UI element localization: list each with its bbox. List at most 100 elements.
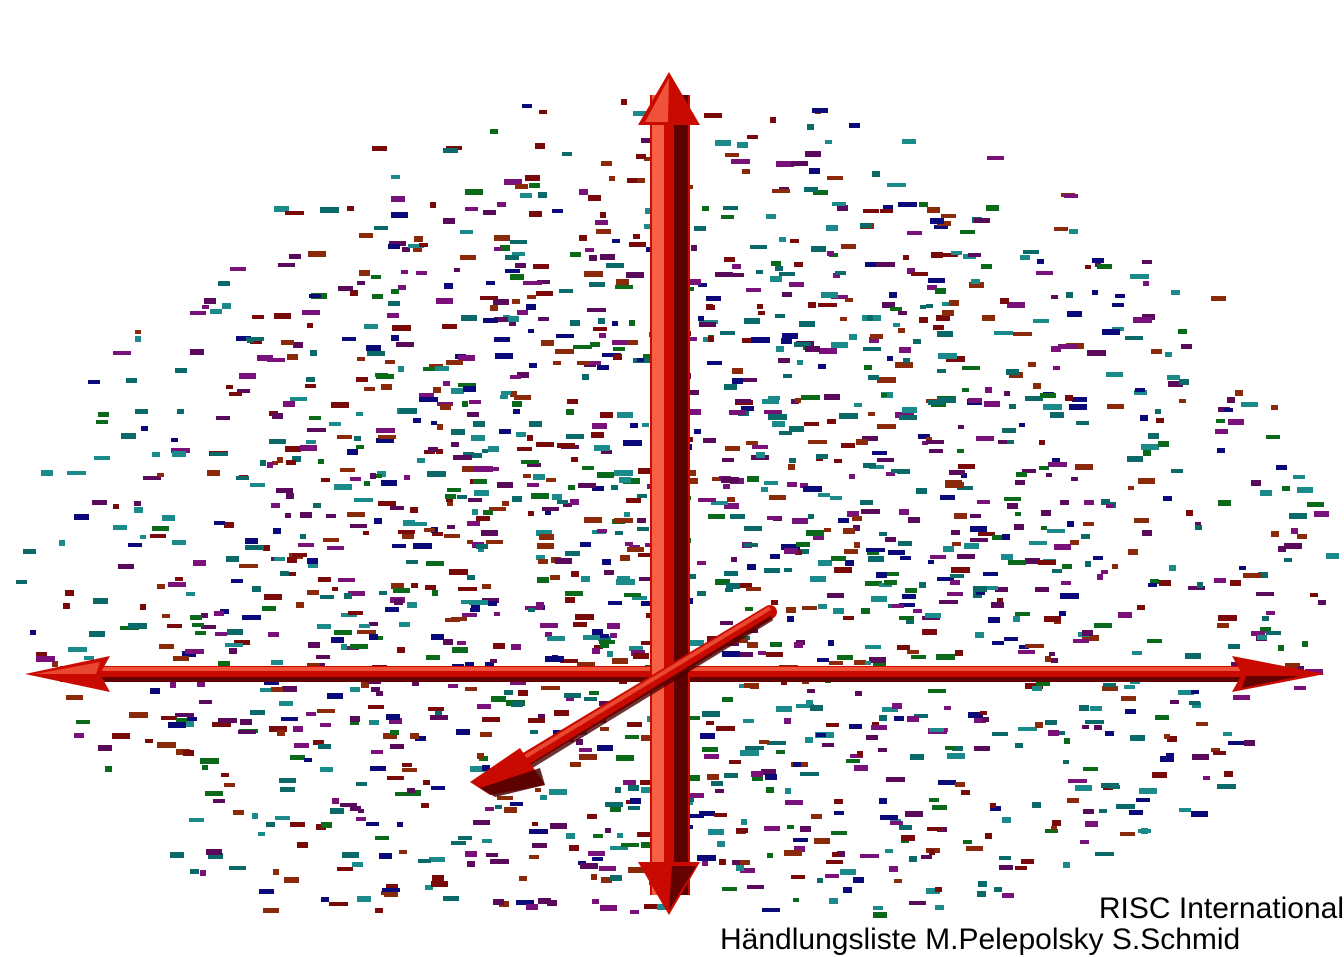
scatter-dash: [587, 308, 606, 312]
scatter-dash: [162, 614, 170, 618]
scatter-dash: [899, 825, 912, 830]
scatter-dash: [431, 786, 445, 790]
scatter-dash: [638, 468, 656, 474]
scatter-dash: [537, 280, 550, 284]
scatter-dash: [430, 715, 448, 720]
scatter-dash: [300, 445, 317, 451]
scatter-dash: [610, 875, 622, 881]
scatter-dash: [869, 657, 886, 663]
scatter-dash: [973, 586, 987, 592]
scatter-dash: [465, 662, 474, 667]
scatter-dash: [1139, 788, 1157, 794]
scatter-dash: [877, 458, 894, 462]
scatter-dash: [214, 521, 225, 525]
scatter-dash: [729, 760, 741, 764]
scatter-dash: [863, 463, 876, 468]
scatter-dash: [910, 754, 924, 760]
scatter-dash: [467, 861, 475, 867]
scatter-dash: [1260, 627, 1271, 633]
scatter-dash: [267, 462, 273, 468]
scatter-dash: [390, 730, 399, 735]
scatter-dash: [806, 530, 824, 536]
scatter-dash: [554, 710, 569, 716]
scatter-dash: [810, 705, 823, 711]
scatter-dash: [613, 347, 625, 351]
scatter-dash: [1143, 450, 1151, 456]
scatter-dash: [977, 500, 990, 504]
scatter-dash: [958, 464, 975, 469]
scatter-dash: [1294, 686, 1306, 690]
scatter-dash: [810, 576, 826, 582]
scatter-dash: [338, 286, 353, 291]
scatter-dash: [318, 459, 324, 464]
scatter-dash: [192, 623, 204, 627]
scatter-dash: [453, 455, 472, 460]
scatter-dash: [454, 268, 460, 272]
scatter-dash: [698, 283, 707, 287]
scatter-dash: [928, 630, 937, 635]
scatter-dash: [369, 720, 379, 725]
scatter-dash: [426, 655, 440, 660]
scatter-dash: [822, 743, 834, 747]
scatter-dash: [937, 331, 953, 337]
scatter-dash: [271, 687, 283, 692]
scatter-dash: [1120, 832, 1135, 836]
scatter-dash: [1023, 250, 1039, 254]
scatter-dash: [711, 781, 723, 786]
scatter-dash: [563, 503, 572, 507]
scatter-dash: [474, 466, 493, 472]
scatter-dash: [366, 345, 381, 351]
scatter-dash: [460, 230, 473, 234]
scatter-dash: [1083, 522, 1094, 526]
scatter-dash: [445, 494, 456, 499]
scatter-dash: [796, 704, 814, 708]
scatter-dash: [630, 423, 638, 428]
scatter-dash: [884, 580, 897, 585]
scatter-dash: [632, 596, 647, 600]
scatter-dash: [787, 825, 794, 829]
scatter-dash: [1018, 650, 1035, 654]
scatter-dash: [535, 143, 545, 149]
scatter-dash: [860, 854, 879, 858]
scatter-dash: [239, 564, 258, 568]
scatter-dash: [590, 342, 600, 347]
scatter-dash: [845, 298, 853, 302]
scatter-dash: [628, 785, 639, 791]
scatter-dash: [1257, 635, 1267, 640]
scatter-dash: [807, 124, 814, 130]
scatter-dash: [238, 730, 256, 734]
scatter-dash: [376, 438, 394, 443]
scatter-dash: [1179, 399, 1186, 403]
scatter-dash: [860, 223, 872, 228]
scatter-dash: [342, 337, 356, 341]
scatter-dash: [222, 303, 231, 309]
scatter-dash: [640, 780, 652, 785]
scatter-dash: [504, 807, 517, 813]
scatter-dash: [480, 732, 492, 737]
scatter-dash: [1160, 756, 1174, 762]
scatter-dash: [789, 458, 796, 463]
scatter-dash: [470, 608, 480, 612]
scatter-dash: [872, 171, 880, 177]
scatter-dash: [538, 192, 547, 198]
scatter-dash: [594, 445, 610, 451]
scatter-dash: [546, 478, 556, 482]
scatter-dash: [962, 366, 980, 370]
scatter-dash: [1022, 469, 1036, 473]
scatter-dash: [327, 693, 343, 699]
scatter-dash: [389, 241, 406, 246]
scatter-dash: [357, 630, 376, 634]
scatter-dash: [641, 787, 656, 793]
scatter-dash: [617, 412, 633, 418]
scatter-dash: [794, 642, 803, 648]
scatter-dash: [1241, 402, 1258, 407]
scatter-dash: [987, 156, 1004, 160]
scatter-dash: [391, 583, 404, 589]
scatter-dash: [570, 762, 581, 767]
scatter-dash: [369, 634, 378, 640]
scatter-dash: [951, 251, 962, 255]
scatter-dash: [1002, 893, 1014, 898]
scatter-dash: [706, 296, 721, 301]
scatter-dash: [592, 486, 604, 491]
scatter-dash: [732, 860, 741, 865]
